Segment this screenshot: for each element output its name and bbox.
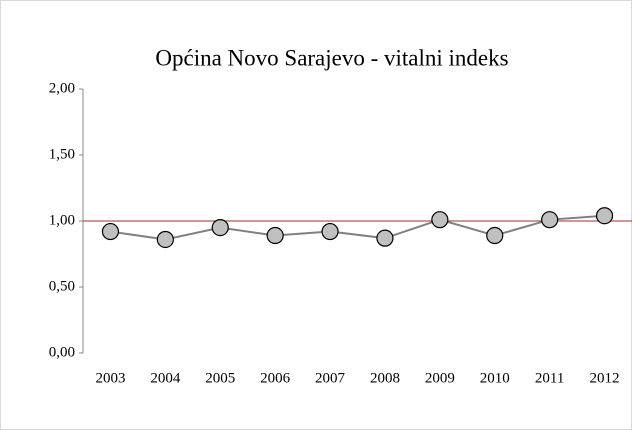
chart-title: Općina Novo Sarajevo - vitalni indeks [155,45,508,70]
x-tick-label: 2005 [205,370,235,386]
x-tick-label: 2007 [315,370,346,386]
y-tick-label: 1,00 [49,212,75,228]
y-tick-label: 1,50 [49,146,75,162]
marker [266,226,284,245]
marker [321,222,339,241]
y-tick-label: 0,00 [49,344,75,360]
marker [156,230,174,249]
marker [376,229,394,247]
x-tick-label: 2012 [590,370,620,386]
marker [541,211,559,229]
series-line [110,214,605,241]
marker [211,219,229,237]
marker [101,222,120,241]
y-tick-label: 2,00 [49,80,75,96]
x-tick-label: 2008 [370,370,400,386]
x-tick-label: 2010 [480,370,510,386]
marker [431,211,449,229]
x-tick-label: 2004 [150,370,181,386]
marker [486,226,504,245]
x-tick-label: 2006 [260,370,291,386]
x-tick-label: 2003 [95,370,125,386]
x-tick-label: 2009 [425,370,455,386]
marker [595,207,614,225]
y-tick-label: 0,50 [49,278,75,294]
x-tick-label: 2011 [535,370,564,386]
